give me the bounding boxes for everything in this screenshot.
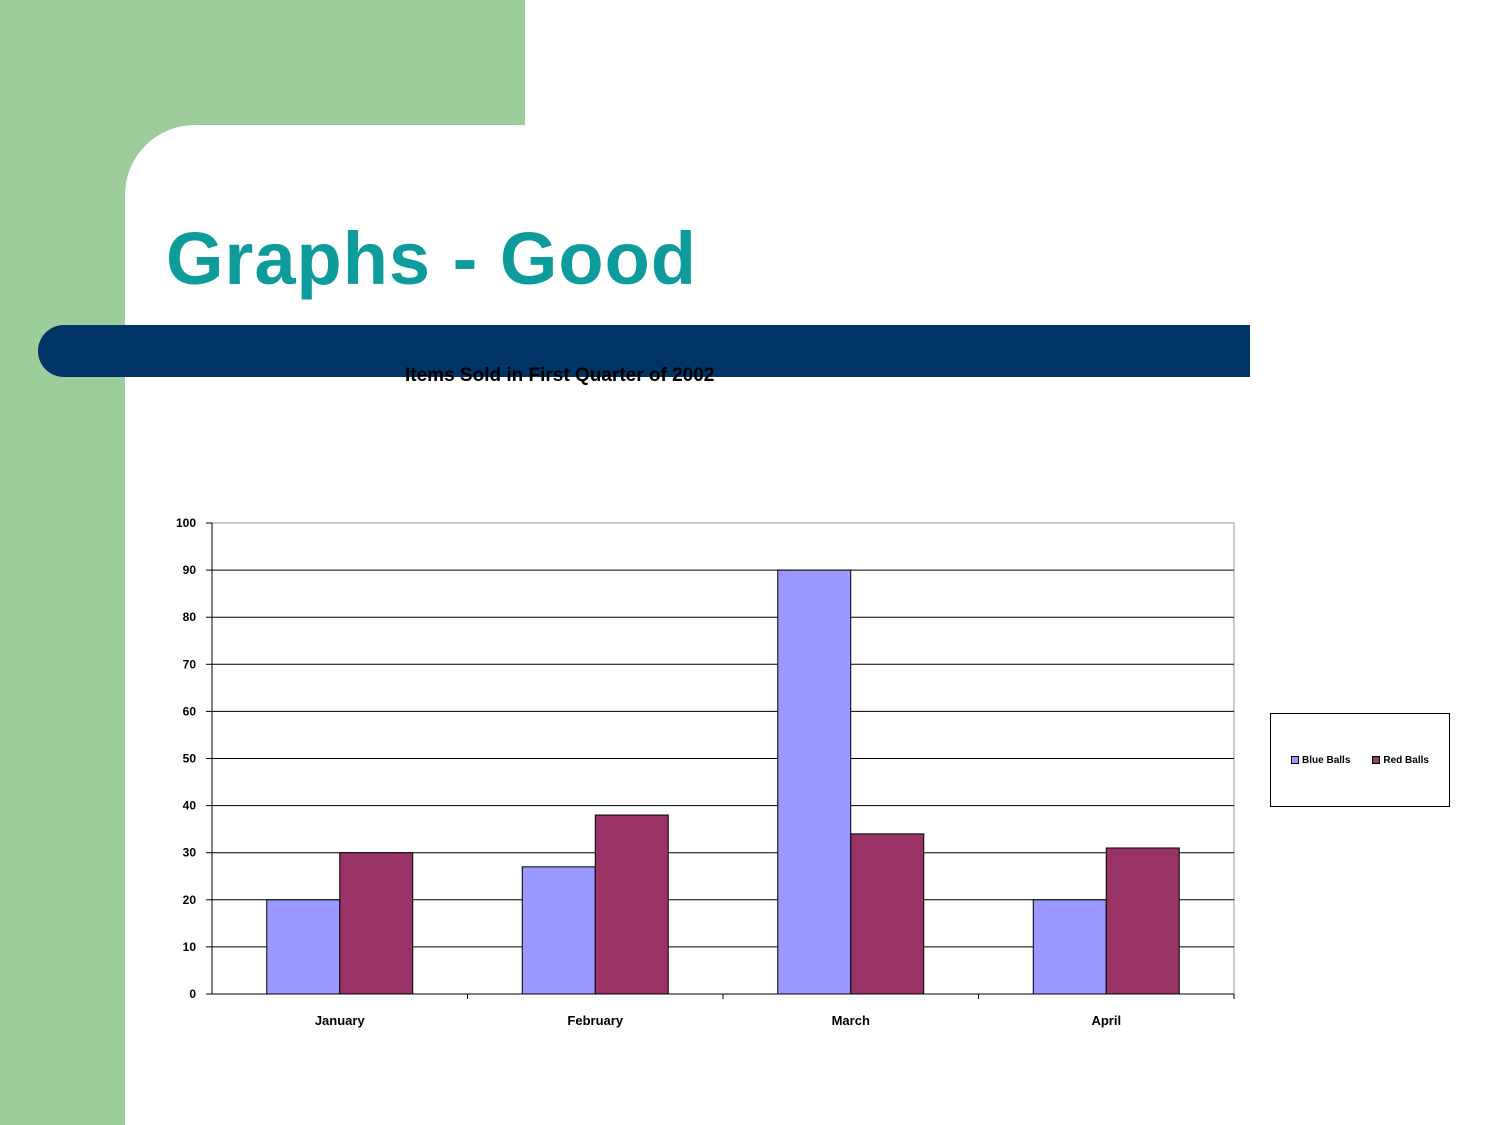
x-tick-label: March xyxy=(832,1013,870,1028)
slide-title: Graphs - Good xyxy=(166,217,697,300)
y-tick-label: 10 xyxy=(183,940,197,954)
bar-blue-balls-april xyxy=(1032,899,1107,995)
title-underline-bar xyxy=(38,325,1250,377)
legend-swatch-blue xyxy=(1291,756,1300,764)
y-tick-label: 20 xyxy=(183,893,197,907)
bar-red-balls-february xyxy=(594,814,669,995)
legend-item-red-balls: Red Balls xyxy=(1372,755,1429,766)
chart-title: Items Sold in First Quarter of 2002 xyxy=(405,365,715,386)
axes xyxy=(206,522,1235,999)
bars xyxy=(266,569,1180,995)
x-tick-label: February xyxy=(567,1013,623,1028)
y-tick-label: 40 xyxy=(183,799,197,813)
bar-red-balls-january xyxy=(339,852,414,995)
legend-label-blue-balls: Blue Balls xyxy=(1302,754,1351,766)
legend-swatch-red xyxy=(1372,756,1381,764)
y-tick-label: 70 xyxy=(183,657,197,671)
y-tick-label: 100 xyxy=(176,516,196,530)
bar-red-balls-april xyxy=(1105,847,1180,995)
bar-red-balls-march xyxy=(850,833,925,995)
y-tick-label: 80 xyxy=(183,610,197,624)
legend-label-red-balls: Red Balls xyxy=(1383,754,1429,766)
x-tick-label: April xyxy=(1091,1013,1121,1028)
tick-labels: 0 10 20 30 40 50 60 70 80 90 100 January February Mar… xyxy=(176,516,1121,1028)
legend-item-blue-balls: Blue Balls xyxy=(1291,755,1350,766)
x-tick-label: January xyxy=(315,1013,366,1028)
y-tick-label: 0 xyxy=(189,987,196,1001)
top-white-area xyxy=(525,0,1500,126)
y-tick-label: 30 xyxy=(183,846,197,860)
bar-blue-balls-march xyxy=(777,569,852,995)
bar-blue-balls-january xyxy=(266,899,341,995)
y-tick-label: 60 xyxy=(183,704,197,718)
chart-legend: Blue Balls Red Balls xyxy=(1270,713,1450,807)
y-tick-label: 90 xyxy=(183,563,197,577)
y-tick-label: 50 xyxy=(183,752,197,766)
bar-blue-balls-february xyxy=(521,866,596,995)
